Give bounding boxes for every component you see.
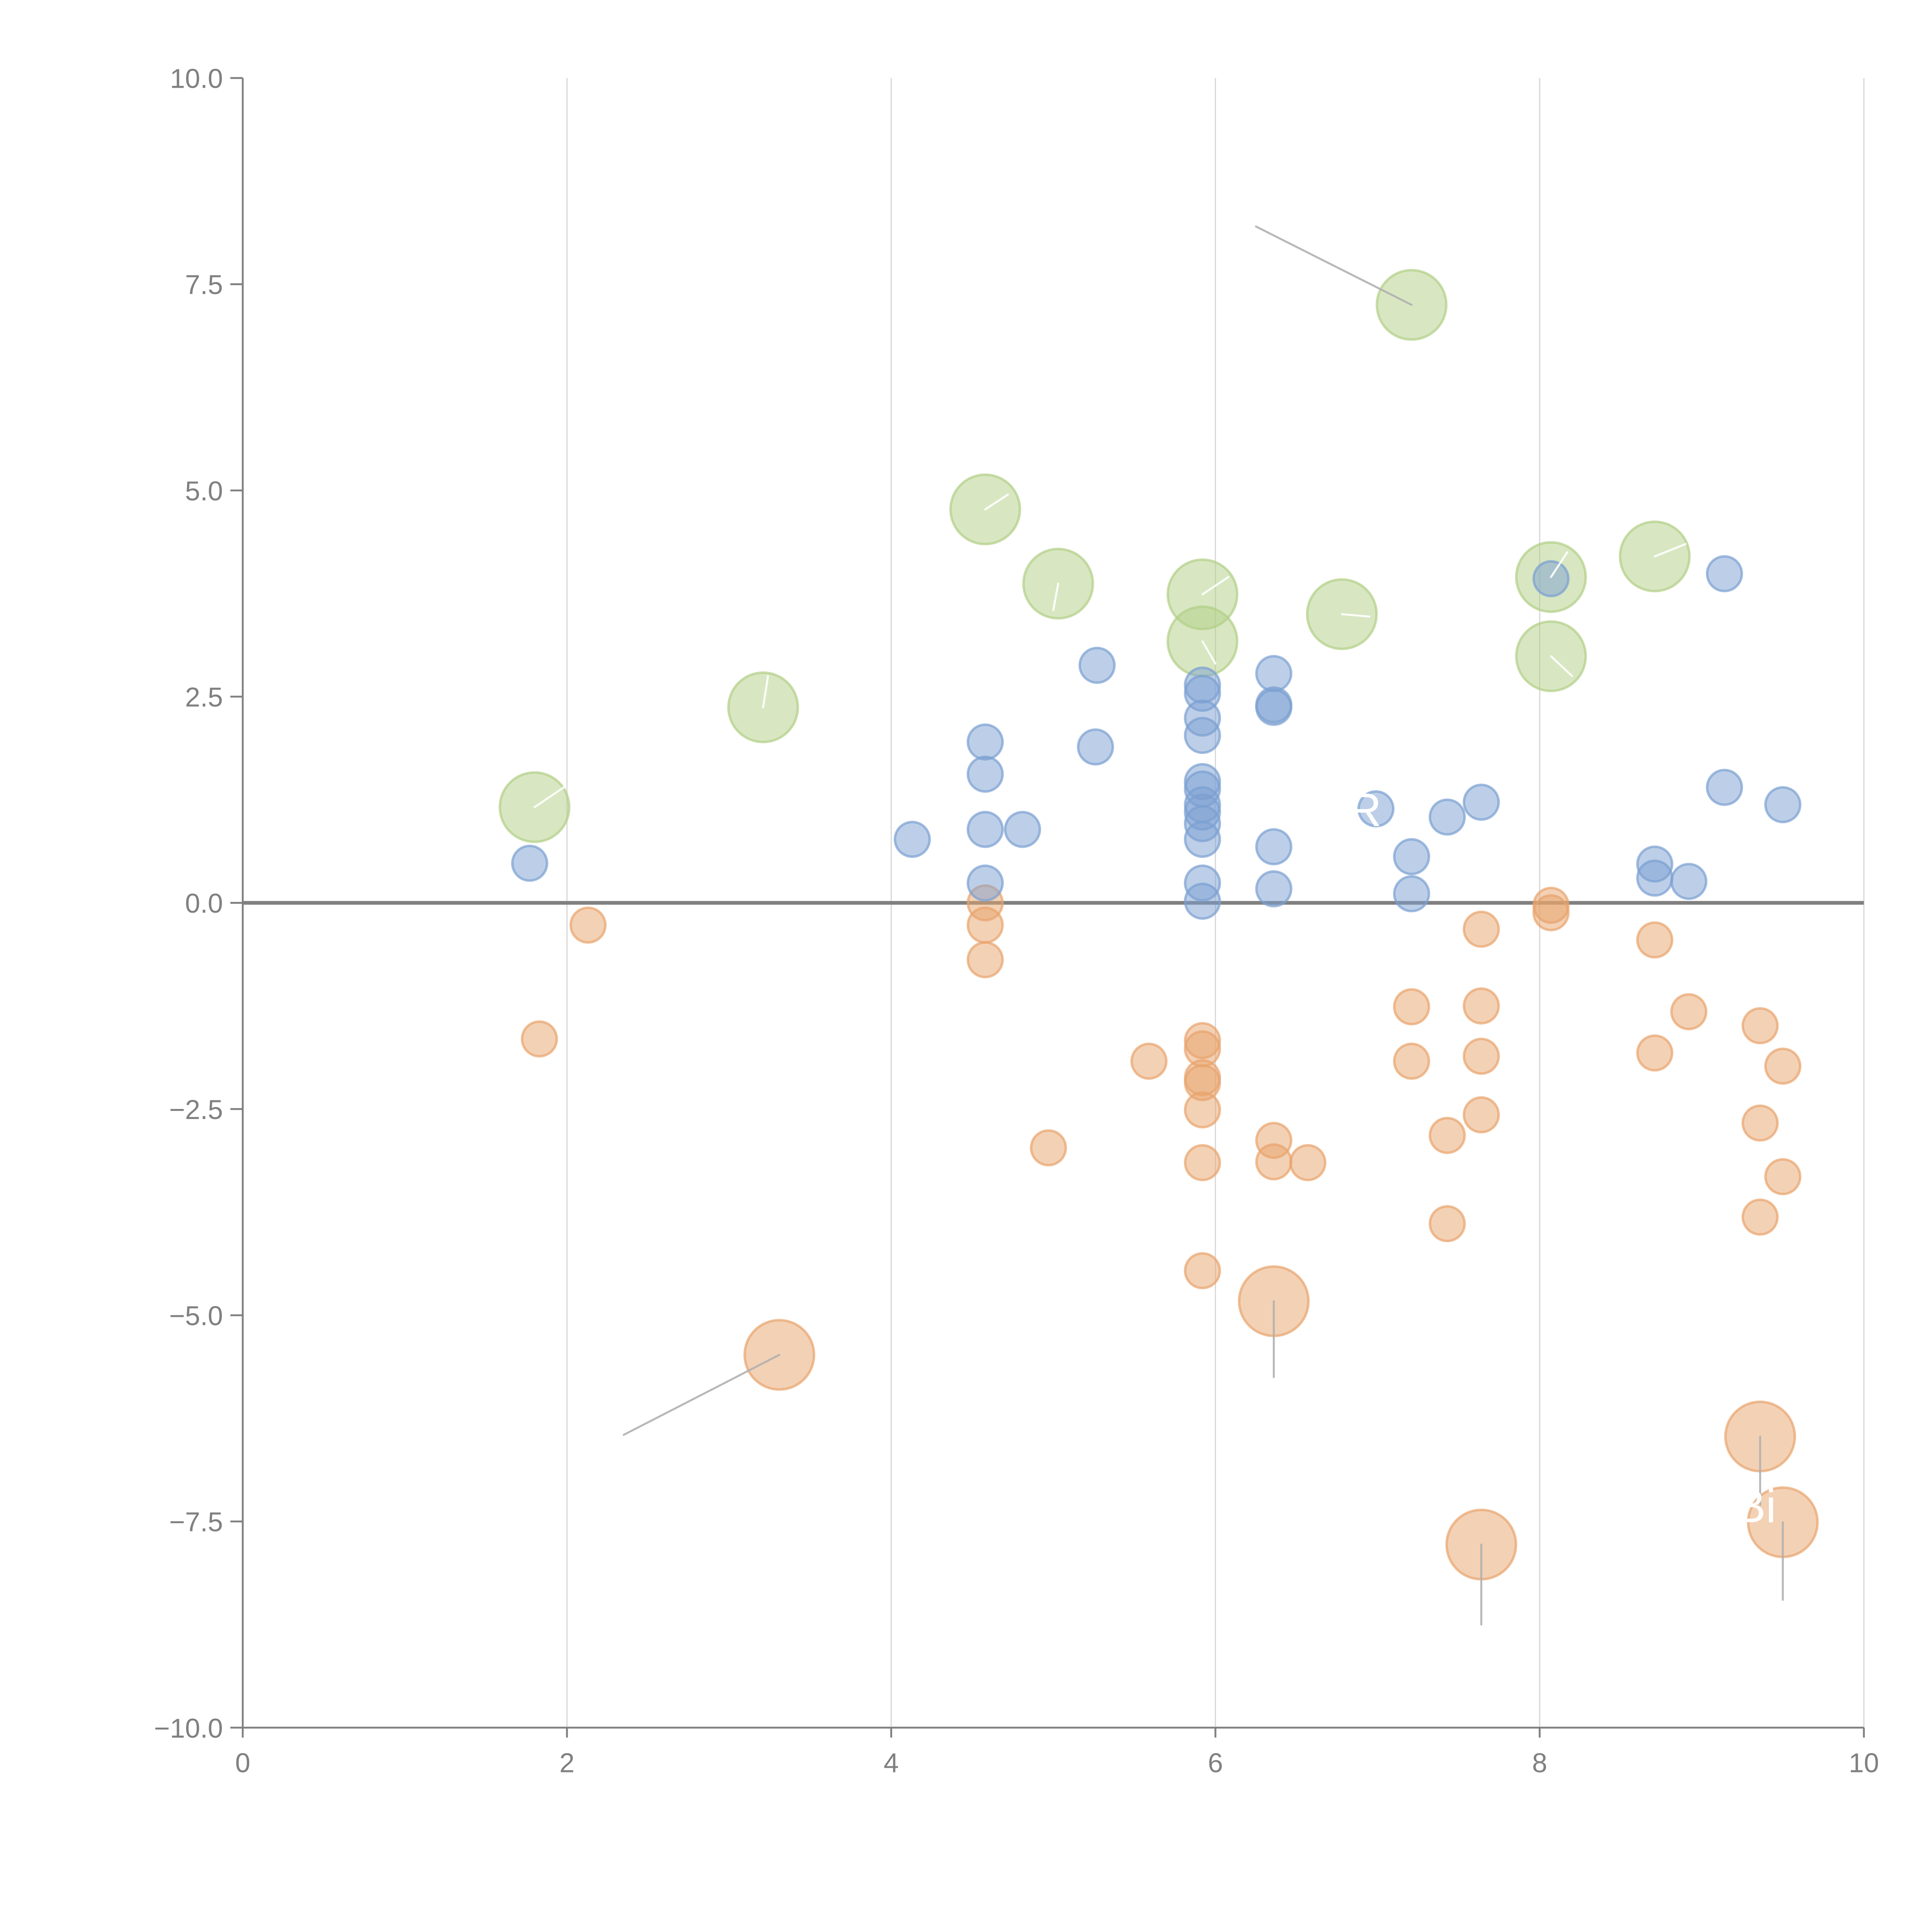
data-point-orange	[1393, 1043, 1430, 1080]
leader-line	[1341, 613, 1371, 618]
y-tick-label: 2.5	[185, 682, 223, 713]
leader-line	[1201, 576, 1230, 595]
x-tick-label: 2	[560, 1748, 575, 1778]
y-tick-label: −7.5	[169, 1507, 223, 1537]
data-point-orange	[1636, 1034, 1673, 1072]
data-point-orange	[1030, 1129, 1067, 1167]
data-point-blue	[1706, 769, 1743, 806]
data-point-orange	[569, 906, 607, 944]
data-point-blue	[1184, 717, 1221, 754]
data-point-orange	[1463, 910, 1500, 948]
x-tick-label: 0	[235, 1748, 250, 1778]
data-point-blue	[1077, 728, 1114, 766]
data-point-blue	[1393, 838, 1430, 876]
data-point-orange	[1742, 1104, 1779, 1142]
data-point-orange	[1463, 1037, 1500, 1075]
data-point-blue	[966, 755, 1004, 793]
data-point-blue	[1393, 875, 1430, 913]
data-point-orange	[1184, 1091, 1221, 1129]
data-point-orange	[1463, 987, 1500, 1025]
leader-line	[1653, 543, 1687, 558]
y-tick-label: 7.5	[185, 269, 223, 300]
data-point-orange	[1255, 1143, 1293, 1180]
leader-line	[1255, 225, 1413, 306]
leader-line	[533, 786, 565, 808]
data-point-orange	[966, 906, 1004, 944]
data-point-orange	[1184, 1144, 1221, 1182]
data-point-blue	[1078, 646, 1116, 684]
data-point-blue	[1429, 798, 1466, 836]
data-point-blue	[1184, 821, 1221, 858]
data-point-orange	[1670, 993, 1708, 1031]
data-point-orange	[520, 1020, 558, 1058]
y-tick-label: 5.0	[185, 476, 223, 506]
data-point-blue	[1463, 784, 1500, 821]
data-point-blue	[966, 811, 1004, 848]
data-point-orange	[1289, 1144, 1327, 1182]
data-point-orange	[1429, 1205, 1466, 1242]
leader-line	[1052, 582, 1060, 611]
axes: 10.0 7.5 5.0 2.5 0.0 −2.5 −5.0 −7.5 −10.0 0 2 4 6 8 10	[154, 63, 1879, 1778]
data-point-blue	[1255, 828, 1293, 866]
data-point-blue	[1255, 655, 1293, 692]
x-tick-label: 10	[1849, 1748, 1879, 1778]
leader-line	[1550, 551, 1568, 578]
leader-line	[984, 493, 1009, 510]
data-point-blue	[1532, 560, 1570, 597]
y-tick-label: 10.0	[170, 63, 223, 94]
data-point-orange	[1532, 894, 1570, 932]
data-point-blue	[1357, 790, 1395, 828]
data-point-blue	[1706, 555, 1743, 592]
leader-line	[1550, 655, 1573, 677]
x-tick-label: 6	[1208, 1748, 1223, 1778]
data-point-orange	[1764, 1158, 1802, 1196]
leader-line	[762, 675, 769, 709]
leader-lines	[533, 225, 1784, 1626]
x-tick-label: 4	[884, 1748, 899, 1778]
y-tick-label: −5.0	[169, 1300, 223, 1331]
data-point-blue	[1184, 883, 1221, 920]
data-point-orange	[1764, 1048, 1802, 1085]
y-tick-label: −10.0	[154, 1713, 223, 1743]
data-point-blue	[966, 864, 1004, 902]
data-point-blue	[1764, 786, 1802, 823]
point-labels: R Bi	[1348, 784, 1776, 1532]
data-point-orange	[1429, 1117, 1466, 1154]
data-point-blue	[1255, 870, 1293, 908]
y-tick-label: −2.5	[169, 1094, 223, 1125]
y-tick-label: 0.0	[185, 888, 223, 918]
data-point-orange	[1393, 988, 1430, 1026]
data-point-blue	[1255, 689, 1293, 726]
data-point-orange	[1463, 1096, 1500, 1134]
leader-line	[622, 1354, 781, 1436]
point-label: R	[1348, 784, 1382, 836]
data-point-blue	[1636, 859, 1673, 897]
data-point-orange	[1742, 1198, 1779, 1236]
data-point-blue	[1004, 811, 1041, 848]
data-point-blue	[511, 844, 548, 882]
data-point-blue	[893, 821, 931, 858]
data-point-blue	[966, 723, 1004, 761]
leader-line	[1201, 640, 1217, 665]
data-point-orange	[1636, 921, 1673, 959]
point-label: Bi	[1734, 1480, 1776, 1532]
data-point-orange	[1184, 1252, 1221, 1289]
data-point-blue	[1670, 862, 1708, 900]
data-point-orange	[966, 941, 1004, 978]
data-points	[498, 269, 1819, 1581]
x-tick-label: 8	[1532, 1748, 1547, 1778]
data-point-orange	[1130, 1043, 1168, 1080]
data-point-orange	[1742, 1007, 1779, 1044]
